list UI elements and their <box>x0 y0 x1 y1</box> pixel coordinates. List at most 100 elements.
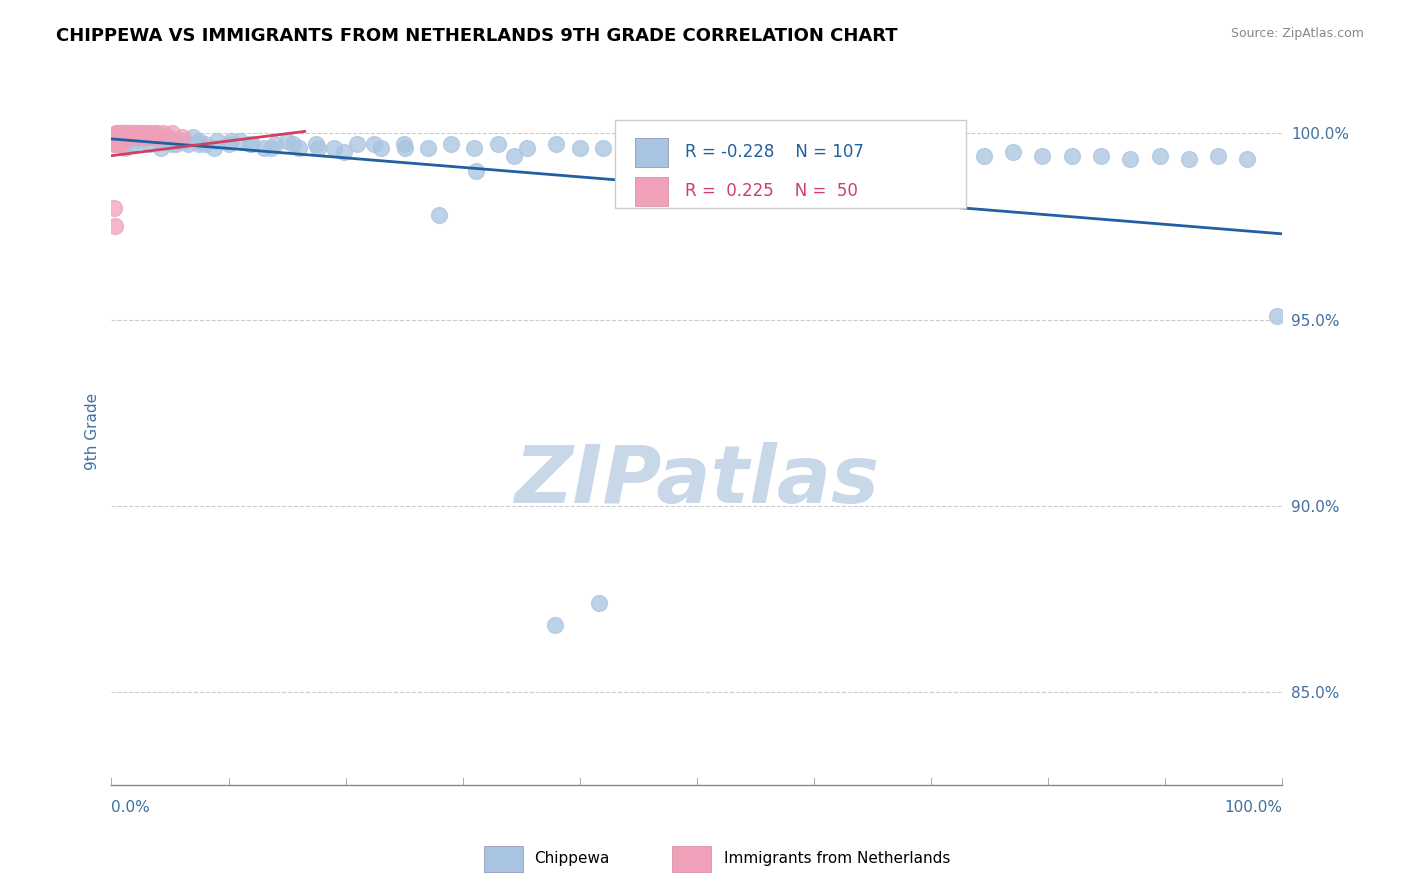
Point <box>229 134 252 148</box>
Point <box>463 141 485 155</box>
Point <box>105 130 128 145</box>
Point <box>145 126 167 140</box>
Point <box>797 145 820 159</box>
Point <box>152 126 174 140</box>
Point <box>307 141 329 155</box>
Point <box>1178 153 1201 167</box>
Point <box>117 126 139 140</box>
Point <box>138 130 160 145</box>
Point <box>115 126 138 140</box>
Point <box>111 130 134 145</box>
Point <box>973 149 995 163</box>
Point <box>111 130 134 145</box>
Point <box>681 153 703 167</box>
Point <box>114 130 136 145</box>
Point <box>827 141 849 155</box>
Point <box>943 145 966 159</box>
Point <box>188 134 211 148</box>
Point <box>155 130 177 145</box>
Point <box>110 126 132 140</box>
Point <box>105 126 128 140</box>
Point <box>105 130 128 145</box>
Point <box>103 201 125 215</box>
Point <box>128 130 150 145</box>
Point <box>651 141 673 155</box>
Point <box>138 126 160 140</box>
Point <box>394 141 416 155</box>
Point <box>370 141 392 155</box>
Point <box>239 137 262 152</box>
Text: Immigrants from Netherlands: Immigrants from Netherlands <box>724 851 950 865</box>
Point <box>107 137 129 152</box>
Point <box>768 141 790 155</box>
Point <box>170 134 193 148</box>
Point <box>141 126 163 140</box>
Point <box>709 141 731 155</box>
Point <box>260 141 283 155</box>
Point <box>111 126 134 140</box>
Text: CHIPPEWA VS IMMIGRANTS FROM NETHERLANDS 9TH GRADE CORRELATION CHART: CHIPPEWA VS IMMIGRANTS FROM NETHERLANDS … <box>56 27 898 45</box>
Point <box>738 145 761 159</box>
Text: Chippewa: Chippewa <box>534 851 610 865</box>
Point <box>108 130 131 145</box>
Point <box>114 141 136 155</box>
Point <box>108 126 131 140</box>
Point <box>914 141 936 155</box>
Point <box>120 130 142 145</box>
Point <box>183 130 205 145</box>
Point <box>112 130 135 145</box>
Point <box>1002 145 1025 159</box>
Point <box>115 130 138 145</box>
Point <box>131 126 153 140</box>
Text: 100.0%: 100.0% <box>1225 800 1282 815</box>
Point <box>104 137 127 152</box>
Point <box>108 134 131 148</box>
Point <box>134 126 156 140</box>
Point <box>174 134 197 148</box>
Point <box>162 126 184 140</box>
Point <box>633 145 655 159</box>
Point <box>188 137 211 152</box>
Point <box>240 137 263 152</box>
Point <box>363 137 385 152</box>
Point <box>156 130 179 145</box>
Point <box>322 141 344 155</box>
Point <box>464 163 486 178</box>
Point <box>281 137 304 152</box>
Point <box>516 141 538 155</box>
Point <box>305 137 328 152</box>
Point <box>416 141 439 155</box>
Point <box>145 126 167 140</box>
Point <box>111 134 134 148</box>
Point <box>253 141 276 155</box>
Point <box>149 141 172 155</box>
Point <box>112 126 135 140</box>
Text: R = -0.228    N = 107: R = -0.228 N = 107 <box>685 144 865 161</box>
Point <box>165 137 187 152</box>
Point <box>104 134 127 148</box>
Point <box>120 126 142 140</box>
Point <box>427 208 450 222</box>
Point <box>568 141 591 155</box>
Point <box>194 137 217 152</box>
Point <box>1090 149 1112 163</box>
Point <box>621 137 644 152</box>
Point <box>1031 149 1053 163</box>
Point <box>135 126 157 140</box>
Point <box>118 126 141 140</box>
Point <box>114 130 136 145</box>
Point <box>1206 149 1229 163</box>
Point <box>276 134 298 148</box>
Point <box>124 130 146 145</box>
Point <box>120 126 142 140</box>
Point <box>148 130 170 145</box>
Point <box>103 130 125 145</box>
Point <box>105 134 128 148</box>
Point <box>1265 309 1288 323</box>
Point <box>346 137 368 152</box>
Point <box>592 141 614 155</box>
Point <box>110 137 132 152</box>
Text: ZIPatlas: ZIPatlas <box>515 442 879 520</box>
Point <box>392 137 415 152</box>
Point <box>855 145 877 159</box>
